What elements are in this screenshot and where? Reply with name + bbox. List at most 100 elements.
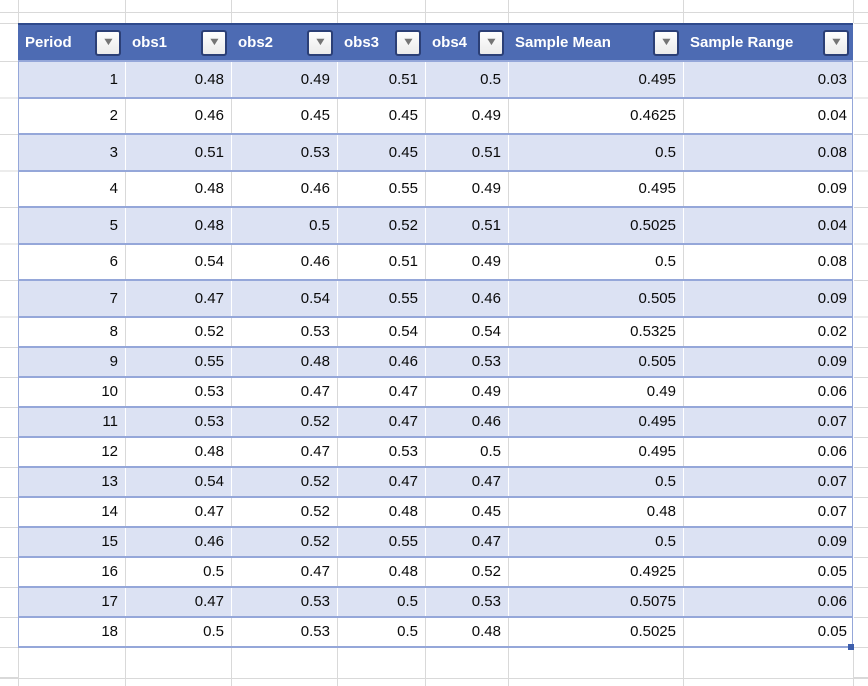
table-cell[interactable]: 0.54 — [338, 317, 426, 346]
table-cell[interactable]: 0.49 — [426, 244, 509, 279]
table-cell[interactable]: 0.5 — [509, 135, 684, 170]
table-cell[interactable]: 0.48 — [426, 617, 509, 646]
table-cell[interactable]: 0.02 — [817, 323, 847, 340]
table-cell[interactable]: 0.07 — [817, 473, 847, 490]
table-cell[interactable]: 0.495 — [509, 437, 684, 466]
table-cell[interactable]: 1 — [19, 62, 126, 97]
table-cell[interactable]: 0.06 — [817, 443, 847, 460]
table-cell[interactable]: 0.46 — [126, 98, 232, 133]
table-cell[interactable]: 0.48 — [126, 62, 232, 97]
column-header-sample-range[interactable]: Sample Range ▼ — [683, 25, 853, 60]
column-header-period[interactable]: Period ▼ — [18, 25, 125, 60]
table-cell[interactable]: 0.48 — [338, 557, 426, 586]
table-cell[interactable]: 0.07 — [817, 413, 847, 430]
table-cell[interactable]: 0.07 — [817, 503, 847, 520]
table-cell[interactable]: 0.495 — [509, 171, 684, 206]
table-cell[interactable]: 0.5 — [126, 617, 232, 646]
column-header-obs2[interactable]: obs2 ▼ — [231, 25, 337, 60]
table-cell[interactable]: 0.49 — [426, 171, 509, 206]
filter-button[interactable]: ▼ — [201, 29, 227, 56]
table-cell[interactable]: 0.5325 — [509, 317, 684, 346]
table-cell[interactable]: 0.53 — [232, 617, 338, 646]
table-cell[interactable]: 0.52 — [126, 317, 232, 346]
table-cell[interactable]: 0.47 — [338, 407, 426, 436]
table-cell[interactable]: 0.05 — [817, 623, 847, 640]
filter-button[interactable]: ▼ — [653, 29, 679, 56]
table-cell[interactable]: 0.5 — [232, 208, 338, 243]
table-cell[interactable]: 18 — [19, 617, 126, 646]
table-cell[interactable]: 15 — [19, 527, 126, 556]
table-cell[interactable]: 0.5025 — [509, 208, 684, 243]
table-cell[interactable]: 0.47 — [126, 587, 232, 616]
table-cell[interactable]: 0.53 — [426, 587, 509, 616]
table-cell[interactable]: 0.09 — [817, 533, 847, 550]
table-cell[interactable]: 4 — [19, 171, 126, 206]
table-cell[interactable]: 0.54 — [232, 281, 338, 316]
table-cell[interactable]: 0.08 — [817, 143, 847, 161]
table-cell[interactable]: 0.495 — [509, 62, 684, 97]
table-cell[interactable]: 14 — [19, 497, 126, 526]
table-cell[interactable]: 0.53 — [338, 437, 426, 466]
table-cell[interactable]: 0.05 — [817, 563, 847, 580]
table-cell[interactable]: 0.48 — [232, 347, 338, 376]
column-header-obs3[interactable]: obs3 ▼ — [337, 25, 425, 60]
table-cell[interactable]: 0.53 — [126, 407, 232, 436]
table-cell[interactable]: 0.47 — [232, 557, 338, 586]
table-cell[interactable]: 13 — [19, 467, 126, 496]
table-cell[interactable]: 3 — [19, 135, 126, 170]
table-cell[interactable]: 0.51 — [426, 135, 509, 170]
table-cell[interactable]: 0.52 — [232, 527, 338, 556]
table-cell[interactable]: 0.49 — [426, 377, 509, 406]
table-cell[interactable]: 0.47 — [426, 467, 509, 496]
filter-button[interactable]: ▼ — [395, 29, 421, 56]
table-cell[interactable]: 0.48 — [338, 497, 426, 526]
table-cell[interactable]: 0.52 — [338, 208, 426, 243]
table-cell[interactable]: 0.55 — [338, 281, 426, 316]
table-cell[interactable]: 0.51 — [426, 208, 509, 243]
table-cell[interactable]: 16 — [19, 557, 126, 586]
table-cell[interactable]: 0.4625 — [509, 98, 684, 133]
table-cell[interactable]: 0.55 — [126, 347, 232, 376]
table-cell[interactable]: 0.09 — [817, 289, 847, 307]
table-cell[interactable]: 10 — [19, 377, 126, 406]
column-header-obs1[interactable]: obs1 ▼ — [125, 25, 231, 60]
table-cell[interactable]: 0.09 — [817, 353, 847, 370]
table-cell[interactable]: 0.53 — [232, 587, 338, 616]
table-cell[interactable]: 0.47 — [232, 437, 338, 466]
table-cell[interactable]: 0.48 — [509, 497, 684, 526]
table-cell[interactable]: 9 — [19, 347, 126, 376]
table-cell[interactable]: 0.48 — [126, 208, 232, 243]
column-header-obs4[interactable]: obs4 ▼ — [425, 25, 508, 60]
table-cell[interactable]: 0.51 — [126, 135, 232, 170]
table-cell[interactable]: 0.55 — [338, 527, 426, 556]
table-cell[interactable]: 0.5075 — [509, 587, 684, 616]
table-cell[interactable]: 0.46 — [338, 347, 426, 376]
table-cell[interactable]: 0.505 — [509, 347, 684, 376]
table-cell[interactable]: 0.46 — [426, 407, 509, 436]
table-cell[interactable]: 0.08 — [817, 253, 847, 271]
table-cell[interactable]: 0.47 — [338, 377, 426, 406]
table-cell[interactable]: 0.46 — [426, 281, 509, 316]
filter-button[interactable]: ▼ — [95, 29, 121, 56]
table-cell[interactable]: 0.495 — [509, 407, 684, 436]
table-cell[interactable]: 0.04 — [817, 107, 847, 125]
table-cell[interactable]: 0.5 — [426, 437, 509, 466]
table-cell[interactable]: 0.54 — [126, 467, 232, 496]
table-cell[interactable]: 0.47 — [126, 497, 232, 526]
table-cell[interactable]: 0.52 — [232, 407, 338, 436]
table-cell[interactable]: 7 — [19, 281, 126, 316]
table-cell[interactable]: 8 — [19, 317, 126, 346]
table-cell[interactable]: 0.04 — [817, 216, 847, 234]
table-cell[interactable]: 6 — [19, 244, 126, 279]
table-cell[interactable]: 0.5025 — [509, 617, 684, 646]
table-cell[interactable]: 0.4925 — [509, 557, 684, 586]
table-cell[interactable]: 0.46 — [232, 171, 338, 206]
table-cell[interactable]: 0.5 — [338, 617, 426, 646]
table-cell[interactable]: 0.49 — [232, 62, 338, 97]
table-cell[interactable]: 0.53 — [232, 135, 338, 170]
column-header-sample-mean[interactable]: Sample Mean ▼ — [508, 25, 683, 60]
table-cell[interactable]: 17 — [19, 587, 126, 616]
table-cell[interactable]: 0.5 — [509, 244, 684, 279]
table-cell[interactable]: 0.45 — [232, 98, 338, 133]
table-cell[interactable]: 0.06 — [817, 383, 847, 400]
